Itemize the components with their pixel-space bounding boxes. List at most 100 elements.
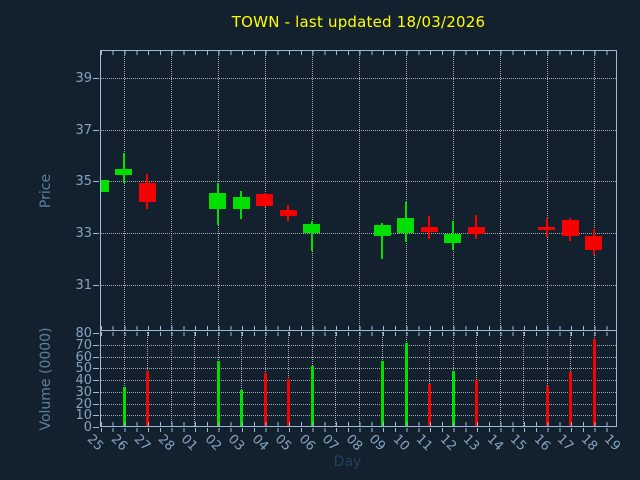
volume-bar-day-03	[240, 389, 243, 426]
chart-title: TOWN - last updated 18/03/2026	[231, 13, 486, 31]
volume-ytick-mark	[93, 380, 99, 382]
x-tick-label: 10	[389, 431, 412, 455]
volume-gridline-vertical	[123, 332, 125, 426]
volume-bottom-minor-ticks	[101, 422, 616, 426]
price-gridline-vertical	[358, 51, 360, 330]
price-ytick-mark	[93, 233, 99, 235]
x-tick-label: 05	[271, 431, 295, 455]
volume-ytick-mark	[93, 427, 99, 428]
candle-body	[444, 234, 461, 244]
x-tick-label: 19	[600, 431, 624, 455]
price-gridline-vertical	[452, 51, 454, 330]
candle-body	[420, 226, 438, 232]
candle-body	[101, 180, 109, 192]
candle-body	[397, 217, 414, 234]
price-gridline-vertical	[593, 51, 595, 330]
price-ytick-label: 35	[75, 174, 92, 190]
volume-gridline-vertical	[194, 332, 195, 426]
candle-body	[256, 194, 273, 206]
x-tick-label: 18	[577, 431, 600, 455]
x-axis-outside-ticks	[101, 428, 616, 432]
x-tick-label: 02	[201, 431, 224, 455]
volume-gridline-vertical	[499, 332, 501, 426]
volume-gridline-vertical	[241, 332, 242, 426]
price-gridline-vertical	[405, 51, 407, 330]
volume-ytick-label: 40	[75, 373, 92, 389]
x-tick-label: 12	[436, 431, 459, 455]
volume-bar-day-06	[310, 366, 314, 426]
x-tick-label: 07	[318, 431, 342, 455]
price-top-minor-ticks	[101, 51, 616, 55]
price-ytick-label: 31	[75, 277, 92, 293]
volume-gridline-vertical	[358, 332, 360, 426]
volume-ytick-label: 80	[75, 326, 92, 342]
price-gridline-vertical	[311, 51, 313, 330]
volume-bar-day-27	[146, 370, 149, 426]
x-tick-label: 14	[483, 431, 506, 455]
price-ytick-label: 33	[75, 226, 92, 242]
volume-gridline-vertical	[523, 332, 524, 426]
volume-ytick-label: 10	[75, 408, 92, 424]
x-tick-label: 09	[365, 431, 389, 455]
price-gridline-vertical	[499, 51, 501, 330]
x-tick-label: 03	[224, 431, 248, 455]
volume-ytick-label: 50	[75, 361, 92, 377]
candle-body	[303, 224, 320, 234]
x-tick-label: 11	[412, 431, 436, 455]
volume-bar-day-26	[122, 387, 126, 426]
x-axis-label: Day	[333, 454, 362, 470]
candle-body	[115, 168, 132, 176]
volume-ytick-mark	[93, 345, 99, 347]
price-panel	[100, 50, 617, 331]
price-ytick-label: 39	[75, 71, 92, 87]
volume-ytick-mark	[93, 403, 99, 405]
candle-body	[561, 220, 579, 236]
x-tick-label: 01	[177, 431, 201, 455]
x-tick-label: 17	[553, 431, 577, 455]
x-tick-label: 16	[530, 431, 553, 455]
volume-ytick-label: 30	[75, 384, 92, 400]
volume-gridline-vertical	[476, 332, 477, 426]
volume-ytick-mark	[93, 415, 99, 417]
x-tick-label: 13	[459, 431, 483, 455]
candle-body	[232, 196, 250, 209]
candle-body	[209, 193, 226, 209]
x-tick-label: 25	[83, 431, 107, 455]
price-ytick-mark	[93, 78, 99, 80]
volume-bar-day-18	[592, 339, 596, 426]
volume-bar-day-16	[545, 386, 549, 426]
volume-ytick-mark	[93, 391, 99, 393]
volume-bar-day-13	[475, 380, 478, 426]
volume-ytick-mark	[93, 356, 99, 358]
volume-plot-area	[101, 332, 616, 426]
x-tick-label: 28	[154, 431, 177, 455]
x-tick-label: 04	[248, 431, 271, 455]
volume-ytick-mark	[93, 333, 99, 335]
price-bottom-minor-ticks	[101, 326, 616, 330]
volume-gridline-vertical	[429, 332, 430, 426]
candle-body	[279, 209, 297, 217]
x-tick-label: 08	[342, 431, 365, 455]
volume-ytick-label: 20	[75, 396, 92, 412]
x-tick-label: 06	[295, 431, 318, 455]
candle-body	[467, 226, 485, 235]
candle-body	[585, 235, 602, 250]
volume-bar-day-04	[263, 373, 267, 426]
price-gridline-vertical	[264, 51, 266, 330]
price-ytick-mark	[93, 284, 99, 286]
volume-bar-day-17	[569, 371, 572, 426]
price-gridline-vertical	[546, 51, 548, 330]
volume-bar-day-11	[428, 383, 431, 426]
x-tick-label: 26	[107, 431, 130, 455]
candle-body	[138, 182, 156, 203]
volume-ytick-label: 70	[75, 338, 92, 354]
candle-body	[373, 225, 391, 236]
candle-wick	[122, 153, 125, 183]
price-gridline-vertical	[123, 51, 125, 330]
x-tick-label: 27	[130, 431, 154, 455]
price-ytick-label: 37	[75, 122, 92, 138]
volume-ytick-mark	[93, 368, 99, 370]
volume-panel	[100, 331, 617, 427]
price-plot-area	[101, 51, 616, 330]
